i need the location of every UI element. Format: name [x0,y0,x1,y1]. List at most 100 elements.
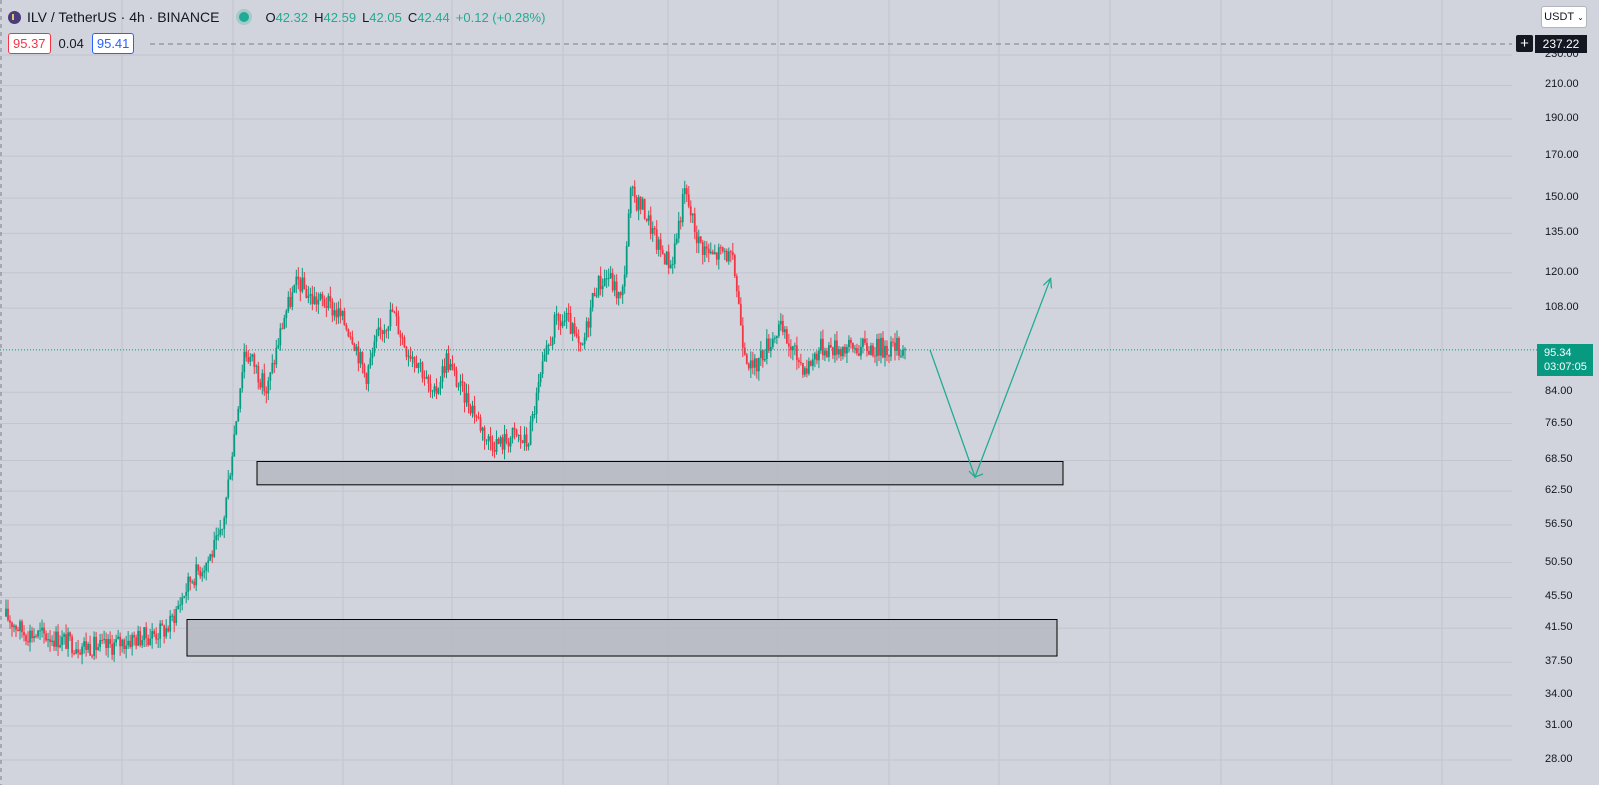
candle-body [279,328,282,346]
price-axis-label: 170.00 [1545,149,1579,162]
candle-body [201,572,204,577]
buy-button[interactable]: 95.41 [91,33,135,54]
candle-body [41,627,43,631]
candle-body [649,215,652,234]
open-number: 42.32 [275,9,309,25]
candle-body [407,355,410,357]
candle-body [483,427,486,441]
candle-body [291,292,294,307]
candle-body [307,295,310,298]
candle-body [47,639,49,641]
candle-body [281,328,284,330]
candle-body [199,570,202,577]
candle-body [807,361,810,374]
candle-body [453,366,456,371]
last-price-tag: 95.34 03:07:05 [1537,343,1593,376]
candle-body [137,630,140,646]
candle-body [737,291,740,304]
candle-body [832,347,834,356]
sell-button[interactable]: 95.37 [8,33,51,54]
symbol-title[interactable]: ILV / TetherUS · 4h · BINANCE [27,9,220,25]
chevron-down-icon: ⌄ [1577,12,1584,22]
candle-body [161,623,164,626]
candle-body [894,342,896,351]
candle-body [779,320,782,325]
candle-body [215,535,218,540]
candle-body [417,363,420,369]
candle-body [709,251,712,254]
candle-body [529,421,532,445]
candle-body [323,298,326,306]
candle-body [663,254,666,265]
candle-body [63,634,65,637]
candle-body [637,197,640,211]
candle-body [423,377,426,379]
price-axis-label: 210.00 [1545,78,1579,91]
market-status-icon[interactable] [239,12,250,22]
candle-body [553,314,556,338]
candle-body [73,653,75,655]
candle-body [303,277,306,290]
candle-body [369,358,372,366]
candle-body [633,186,636,198]
candle-body [133,635,136,638]
candle-body [255,365,258,367]
candle-body [549,344,552,346]
candle-body [375,335,378,342]
candle-body [703,246,706,255]
price-axis-label: 120.00 [1545,265,1579,278]
candle-body [557,314,560,321]
candle-body [397,316,400,335]
candle-body [233,434,236,457]
candle-body [79,652,81,655]
candle-body [37,630,39,637]
candle-body [679,220,682,223]
candle-body [872,345,874,356]
candle-body [249,356,252,362]
candle-body [904,349,906,351]
candle-body [667,251,670,269]
candle-body [677,220,680,239]
candle-body [7,608,9,621]
candle-body [81,646,83,655]
candle-body [721,247,724,252]
candle-body [217,534,220,536]
candle-body [745,354,748,364]
candle-body [195,564,198,586]
support-zone-box [186,619,1058,657]
candle-body [755,358,758,372]
candle-body [533,413,536,415]
candle-body [295,276,298,285]
candle-body [19,621,21,632]
plus-icon[interactable]: + [1516,35,1533,52]
candle-body [643,199,646,219]
candle-body [665,251,668,265]
candle-body [147,638,150,645]
candle-body [555,314,558,316]
candle-body [101,639,104,641]
bar-countdown: 03:07:05 [1544,360,1587,373]
candle-body [315,296,318,305]
candle-body [441,366,444,383]
candle-body [157,638,160,640]
candle-body [503,433,506,450]
candle-body [882,337,884,358]
candle-body [439,382,442,389]
candle-body [799,362,802,364]
candle-body [585,321,588,338]
candle-body [657,239,660,250]
currency-selector[interactable]: USDT ⌄ [1541,6,1587,28]
candle-body [477,416,480,418]
candle-body [785,329,788,344]
candle-body [59,645,61,648]
candle-body [379,327,382,330]
candle-body [55,631,57,647]
candle-body [363,364,366,374]
candle-body [385,330,388,332]
candle-body [333,310,336,316]
ilv-coin-icon [8,10,21,24]
candle-body [850,339,852,344]
candle-body [878,338,880,356]
